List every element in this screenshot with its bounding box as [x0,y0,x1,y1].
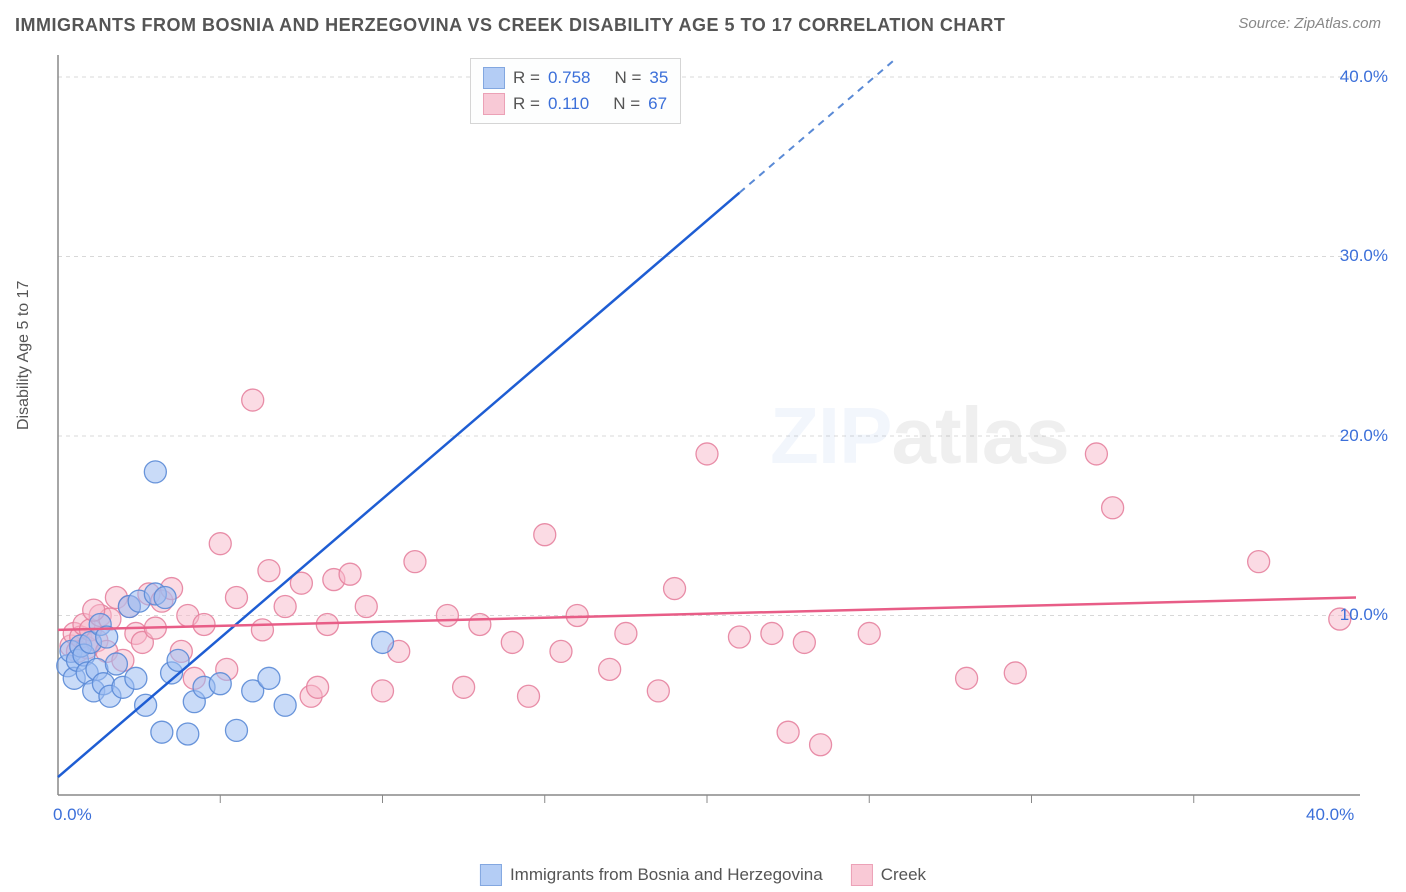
y-tick-label: 20.0% [1340,426,1388,446]
r-label: R = [513,68,540,88]
scatter-plot-svg [50,55,1360,830]
legend-swatch-series2-bottom [851,864,873,886]
n-value-series2: 67 [648,94,667,114]
legend-row-series2: R = 0.110 N = 67 [483,91,668,117]
legend-swatch-series1-bottom [480,864,502,886]
legend-item-series2: Creek [851,864,926,886]
legend-label-series1: Immigrants from Bosnia and Herzegovina [510,865,823,885]
y-tick-label: 10.0% [1340,605,1388,625]
n-value-series1: 35 [649,68,668,88]
y-tick-label: 30.0% [1340,246,1388,266]
legend-swatch-series2 [483,93,505,115]
chart-container: IMMIGRANTS FROM BOSNIA AND HERZEGOVINA V… [0,0,1406,892]
r-value-series1: 0.758 [548,68,591,88]
source-label: Source: [1238,15,1290,32]
x-tick-label: 0.0% [53,805,92,825]
y-axis-label: Disability Age 5 to 17 [15,281,33,430]
r-value-series2: 0.110 [548,94,589,114]
chart-title: IMMIGRANTS FROM BOSNIA AND HERZEGOVINA V… [15,15,1005,36]
n-label: N = [613,94,640,114]
plot-area [50,55,1360,830]
legend-swatch-series1 [483,67,505,89]
series-legend: Immigrants from Bosnia and Herzegovina C… [480,864,926,886]
y-tick-label: 40.0% [1340,67,1388,87]
legend-row-series1: R = 0.758 N = 35 [483,65,668,91]
correlation-legend: R = 0.758 N = 35 R = 0.110 N = 67 [470,58,681,124]
legend-label-series2: Creek [881,865,926,885]
source-link[interactable]: ZipAtlas.com [1294,15,1381,32]
legend-item-series1: Immigrants from Bosnia and Herzegovina [480,864,823,886]
r-label: R = [513,94,540,114]
x-tick-label: 40.0% [1306,805,1354,825]
n-label: N = [614,68,641,88]
source-attribution: Source: ZipAtlas.com [1238,15,1381,32]
